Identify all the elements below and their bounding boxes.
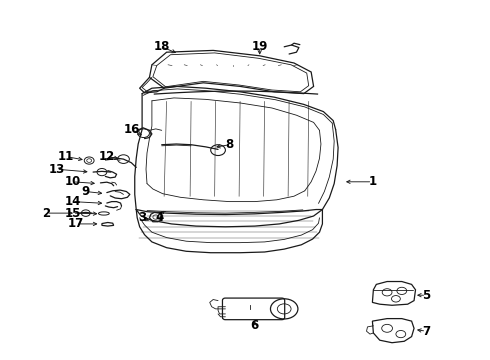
Text: 18: 18 xyxy=(153,40,170,53)
Text: 13: 13 xyxy=(48,163,65,176)
Text: 6: 6 xyxy=(251,319,259,332)
Text: 4: 4 xyxy=(155,211,163,224)
Text: 5: 5 xyxy=(422,289,430,302)
Text: 15: 15 xyxy=(64,207,81,220)
Text: 2: 2 xyxy=(43,207,50,220)
Text: 8: 8 xyxy=(225,138,233,151)
Text: 16: 16 xyxy=(124,123,141,136)
Text: 10: 10 xyxy=(64,175,81,188)
Text: 7: 7 xyxy=(422,325,430,338)
Text: 19: 19 xyxy=(251,40,268,53)
Text: 1: 1 xyxy=(368,175,376,188)
Text: 12: 12 xyxy=(98,150,115,163)
Text: 17: 17 xyxy=(68,217,84,230)
Text: 9: 9 xyxy=(82,185,90,198)
Text: 14: 14 xyxy=(64,195,81,208)
Text: 3: 3 xyxy=(138,211,146,224)
Text: 11: 11 xyxy=(58,150,74,163)
